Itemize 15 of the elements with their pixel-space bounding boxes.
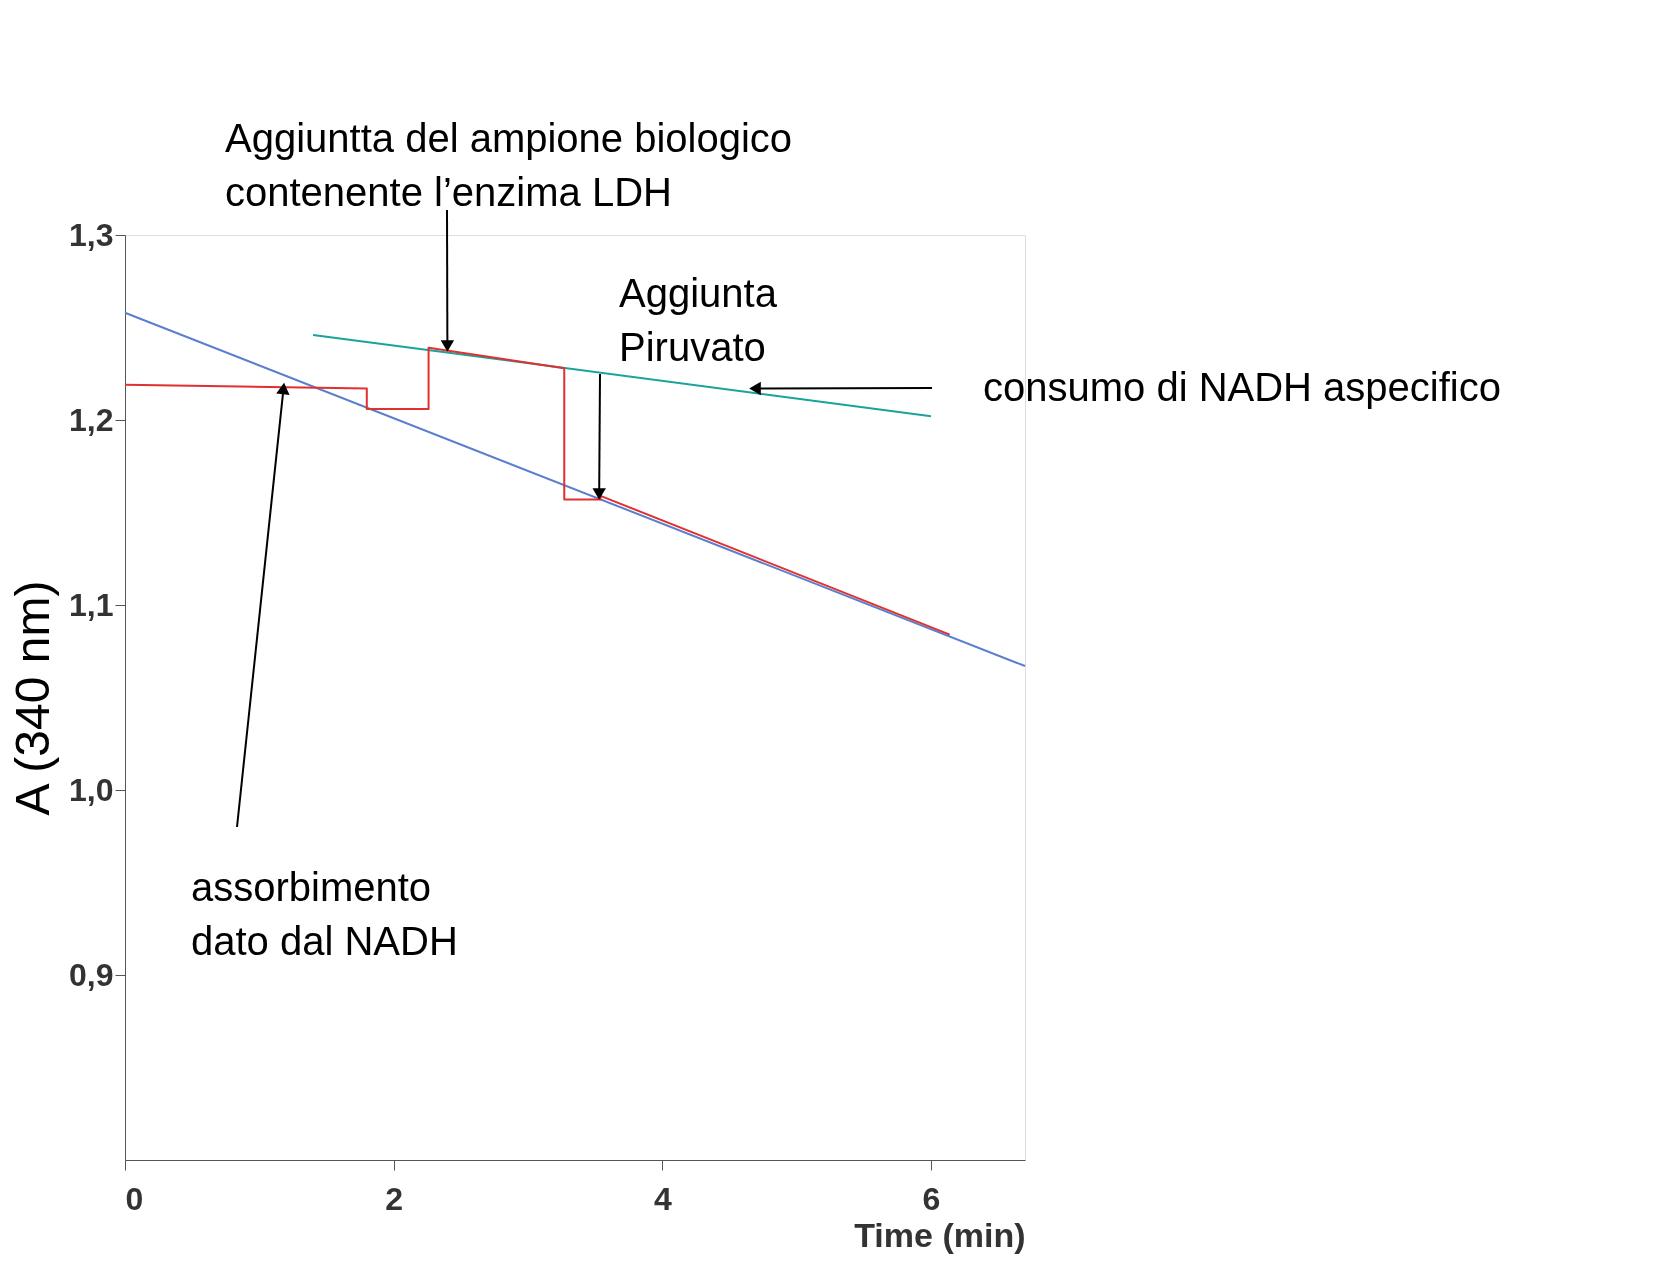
- y-tick-label: 1,3: [69, 216, 114, 253]
- annotation: consumo di NADH aspecifico: [983, 365, 1501, 409]
- annotation: Aggiuntta del ampione biologico contenente l’enzima LDH: [225, 116, 793, 214]
- x-tick-label: 0: [125, 1180, 144, 1217]
- annotation: Aggiunta Piruvato: [619, 271, 778, 369]
- y-tick-label: 1,1: [69, 586, 114, 623]
- y-tick-label: 0,9: [69, 956, 114, 993]
- x-tick-label: 4: [653, 1180, 672, 1217]
- x-tick-label: 6: [922, 1180, 941, 1217]
- x-tick-label: 2: [385, 1180, 404, 1217]
- y-tick-label: 1,0: [69, 771, 114, 808]
- annotation: assorbimento dato dal NADH: [191, 865, 458, 963]
- y-tick-label: 1,2: [69, 401, 114, 438]
- y-axis-title: A (340 nm): [6, 580, 60, 816]
- x-axis-title: Time (min): [854, 1215, 1026, 1254]
